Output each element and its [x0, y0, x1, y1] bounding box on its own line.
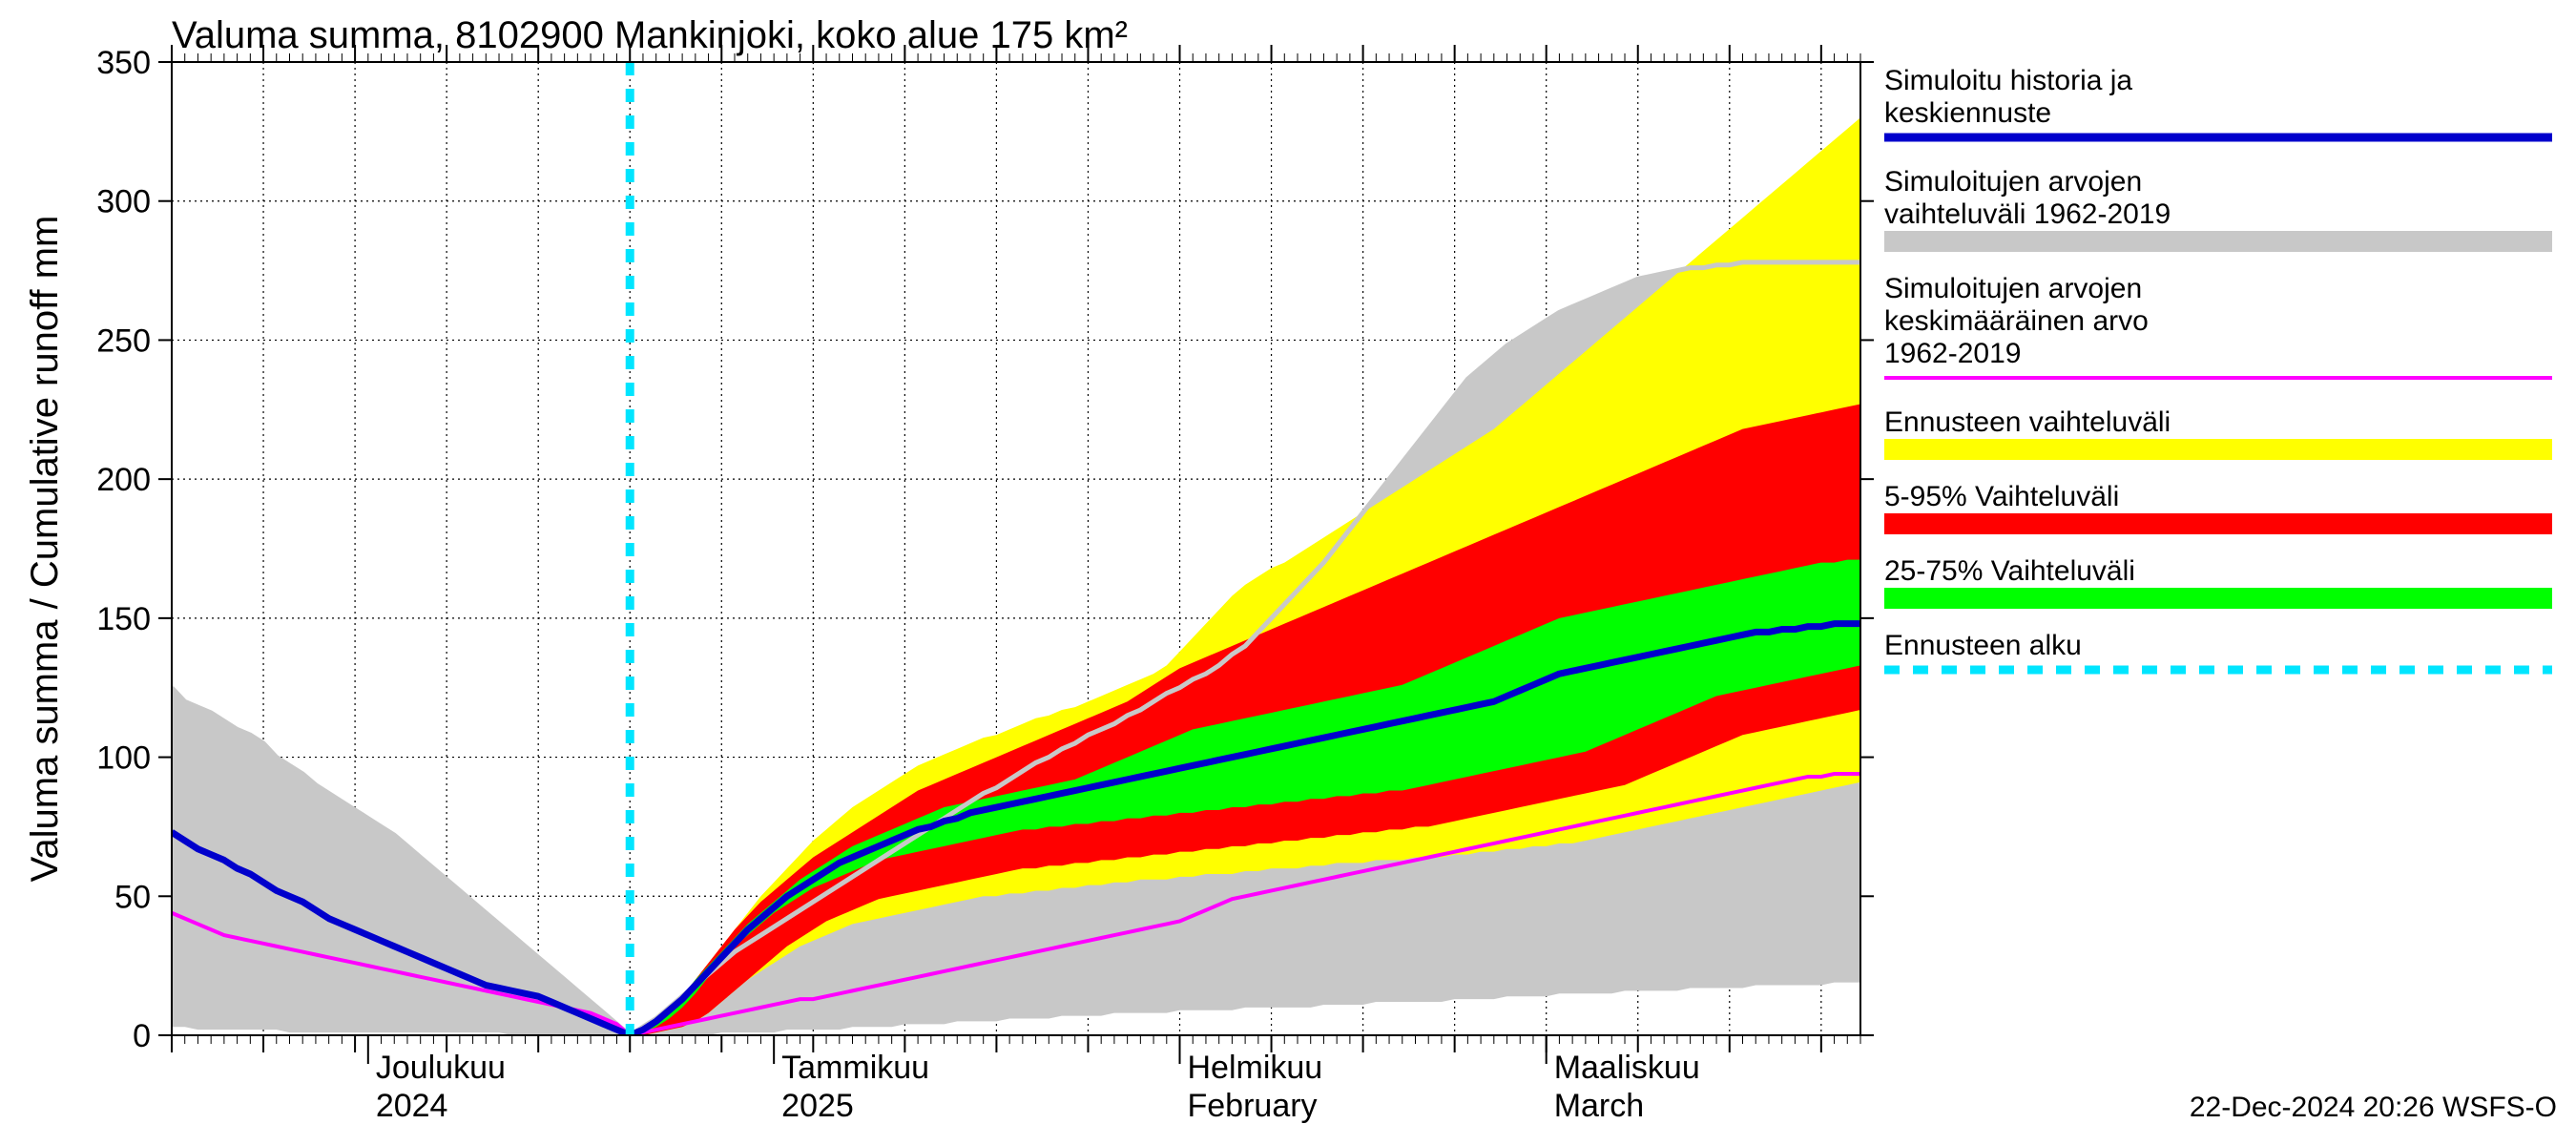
legend-label: 1962-2019 — [1884, 338, 2021, 369]
y-tick-label: 200 — [96, 462, 151, 498]
legend-label: Ennusteen vaihteluväli — [1884, 406, 2171, 438]
x-month-sublabel: 2024 — [376, 1088, 448, 1124]
legend-swatch — [1884, 439, 2552, 460]
legend-label: Simuloitujen arvojen — [1884, 273, 2142, 304]
y-tick-label: 150 — [96, 601, 151, 637]
legend-swatch — [1884, 231, 2552, 252]
legend-label: 25-75% Vaihteluväli — [1884, 555, 2135, 587]
y-tick-label: 350 — [96, 45, 151, 81]
legend-swatch — [1884, 588, 2552, 609]
chart-svg: 0 50 100 150 200 250 300 350 Joulukuu2024 Tammiku… — [0, 0, 2576, 1145]
legend-label: Ennusteen alku — [1884, 630, 2082, 661]
legend-label: Simuloitu historia ja — [1884, 65, 2132, 96]
y-tick-label: 300 — [96, 184, 151, 220]
x-month-label: Tammikuu — [781, 1050, 929, 1086]
x-month-sublabel: 2025 — [781, 1088, 854, 1124]
legend-swatch — [1884, 513, 2552, 534]
x-month-sublabel: March — [1554, 1088, 1644, 1124]
x-month-label: Helmikuu — [1188, 1050, 1323, 1086]
legend-label: 5-95% Vaihteluväli — [1884, 481, 2119, 512]
y-tick-label: 0 — [133, 1018, 151, 1054]
legend-label: keskimääräinen arvo — [1884, 305, 2149, 337]
y-tick-label: 50 — [114, 879, 151, 915]
x-month-label: Joulukuu — [376, 1050, 506, 1086]
y-tick-label: 250 — [96, 323, 151, 359]
cumulative-runoff-chart: 0 50 100 150 200 250 300 350 Joulukuu2024 Tammiku… — [0, 0, 2576, 1145]
y-axis-title: Valuma summa / Cumulative runoff mm — [24, 216, 66, 883]
chart-title: Valuma summa, 8102900 Mankinjoki, koko a… — [172, 14, 1128, 56]
y-tick-label: 100 — [96, 740, 151, 777]
x-month-label: Maaliskuu — [1554, 1050, 1700, 1086]
x-month-sublabel: February — [1188, 1088, 1318, 1124]
legend-label: Simuloitujen arvojen — [1884, 166, 2142, 198]
legend-label: keskiennuste — [1884, 97, 2051, 129]
chart-footer: 22-Dec-2024 20:26 WSFS-O — [2190, 1092, 2557, 1123]
legend-label: vaihteluväli 1962-2019 — [1884, 198, 2171, 230]
